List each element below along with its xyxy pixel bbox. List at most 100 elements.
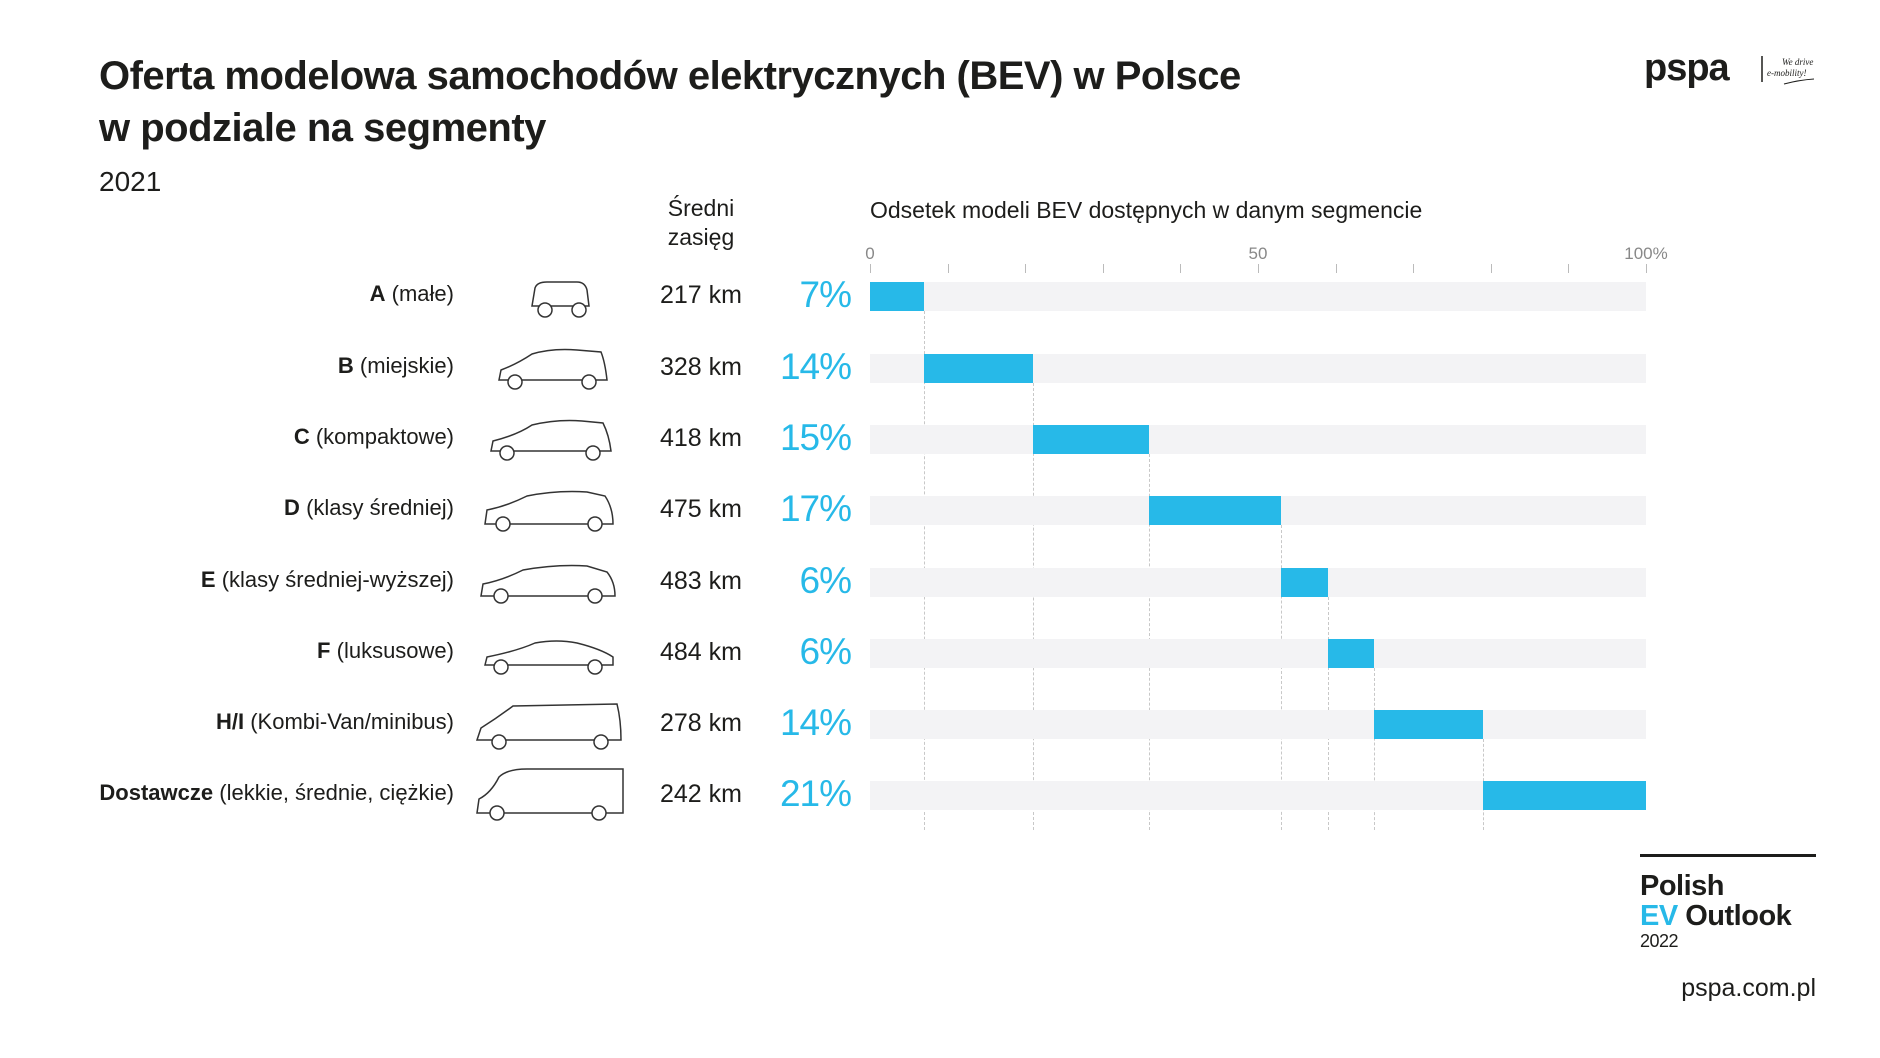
brand-line-1: Polish: [1640, 870, 1725, 902]
data-label: 7%: [799, 274, 852, 315]
bar: [1032, 425, 1150, 454]
tick-mark: [1335, 264, 1337, 273]
bar-track: [870, 568, 1646, 597]
tick-mark: [1490, 264, 1492, 273]
data-label: 14%: [779, 346, 852, 387]
data-label: 21%: [779, 773, 852, 814]
svg-text:We drive: We drive: [1782, 57, 1813, 67]
segment-code: D: [284, 495, 300, 520]
range-header-line-2: zasięg: [667, 224, 735, 250]
segment-label: C (kompaktowe): [294, 424, 454, 450]
segment-code: Dostawcze: [99, 780, 214, 805]
bar: [1149, 496, 1282, 525]
brand-outlook: Outlook: [1685, 900, 1792, 932]
segment-desc: (Kombi-Van/minibus): [250, 709, 454, 734]
tick-mark: [1413, 264, 1415, 273]
bar: [870, 282, 925, 311]
tick-mark: [1646, 264, 1647, 273]
bar-track: [870, 710, 1646, 739]
segment-desc: (lekkie, średnie, ciężkie): [219, 780, 454, 805]
segment-boundary-guide: [1281, 525, 1283, 830]
segment-code: E: [200, 567, 216, 592]
segment-boundary-guide: [1374, 668, 1376, 830]
bar-track: [870, 425, 1646, 454]
suv-large-icon: [480, 564, 616, 604]
svg-text:e-mobility!: e-mobility!: [1767, 68, 1807, 78]
page-title: Oferta modelowa samochodów elektrycznych…: [99, 50, 1241, 154]
minivan-icon: [475, 703, 622, 750]
tick-label: 50: [1248, 244, 1268, 263]
segment-desc: (klasy średniej-wyższej): [221, 567, 454, 592]
title-line-2: w podziale na segmenty: [99, 106, 546, 150]
tick-mark: [870, 264, 871, 273]
polish-ev-outlook-brand: Polish EV Outlook 2022: [1640, 854, 1816, 951]
tick-label: 100%: [1624, 244, 1668, 263]
delivery-van-icon: [476, 768, 624, 821]
segment-desc: (luksusowe): [336, 638, 454, 663]
year-label: 2021: [99, 166, 162, 197]
segment-label: Dostawcze (lekkie, średnie, ciężkie): [99, 780, 454, 806]
average-range: 484 km: [660, 638, 742, 666]
data-label: 17%: [779, 488, 852, 529]
chart-row: B (miejskie) 328 km 14%: [0, 338, 1880, 398]
segment-code: B: [337, 353, 354, 378]
tick-label: 0: [865, 244, 875, 263]
segment-code: A: [369, 281, 386, 306]
segment-desc: (kompaktowe): [315, 424, 454, 449]
data-label: 6%: [799, 560, 852, 601]
segment-label: F (luksusowe): [317, 638, 454, 664]
axis-title: Odsetek modeli BEV dostępnych w danym se…: [870, 197, 1423, 223]
bar: [1327, 639, 1375, 668]
brand-ev: EV: [1640, 900, 1678, 932]
pspa-logo: pspa We drive e-mobility!: [1644, 50, 1815, 89]
segment-label: E (klasy średniej-wyższej): [201, 567, 454, 593]
data-label: 15%: [779, 417, 852, 458]
average-range: 217 km: [660, 281, 742, 309]
bar: [1281, 568, 1328, 597]
segment-desc: (miejskie): [359, 353, 454, 378]
chart-row: A (małe) 217 km 7%: [0, 266, 1880, 326]
tick-mark: [1102, 264, 1104, 273]
brand-year: 2022: [1640, 931, 1679, 951]
title-line-1: Oferta modelowa samochodów elektrycznych…: [99, 54, 1241, 98]
chart-row: H/I (Kombi-Van/minibus) 278 km 14%: [0, 694, 1880, 754]
tick-mark: [1025, 264, 1027, 273]
average-range: 242 km: [660, 780, 742, 808]
tick-mark: [947, 264, 949, 273]
segment-label: H/I (Kombi-Van/minibus): [216, 709, 454, 735]
hatchback-compact-icon: [490, 419, 612, 461]
data-label: 14%: [779, 702, 852, 743]
segment-label: A (małe): [370, 281, 454, 307]
segment-label: D (klasy średniej): [284, 495, 454, 521]
tick-mark: [1568, 264, 1570, 273]
svg-text:pspa: pspa: [1644, 50, 1731, 89]
segment-desc: (małe): [391, 281, 454, 306]
bar: [1483, 781, 1646, 810]
bar-track: [870, 639, 1646, 668]
website-link[interactable]: pspa.com.pl: [1681, 974, 1816, 1002]
segment-code: F: [317, 638, 331, 663]
bar-track: [870, 282, 1646, 311]
chart-row: C (kompaktowe) 418 km 15%: [0, 409, 1880, 469]
bar: [924, 354, 1033, 383]
sedan-icon: [484, 640, 614, 675]
tick-mark: [1258, 264, 1259, 273]
data-label: 6%: [799, 631, 852, 672]
segment-code: C: [293, 424, 310, 449]
average-range: 278 km: [660, 709, 742, 737]
segment-label: B (miejskie): [338, 353, 454, 379]
average-range: 483 km: [660, 567, 742, 595]
average-range: 328 km: [660, 353, 742, 381]
bar: [1374, 710, 1484, 739]
chart-row: D (klasy średniej) 475 km 17%: [0, 480, 1880, 540]
chart-row: F (luksusowe) 484 km 6%: [0, 623, 1880, 683]
chart-row: Dostawcze (lekkie, średnie, ciężkie) 242…: [0, 765, 1880, 825]
average-range: 418 km: [660, 424, 742, 452]
suv-icon: [484, 490, 614, 532]
average-range: 475 km: [660, 495, 742, 523]
segment-boundary-guide: [1032, 383, 1034, 830]
tick-mark: [1180, 264, 1182, 273]
range-column-header: Średni zasięg: [640, 194, 762, 252]
segment-code: H/I: [215, 709, 245, 734]
segment-desc: (klasy średniej): [306, 495, 454, 520]
